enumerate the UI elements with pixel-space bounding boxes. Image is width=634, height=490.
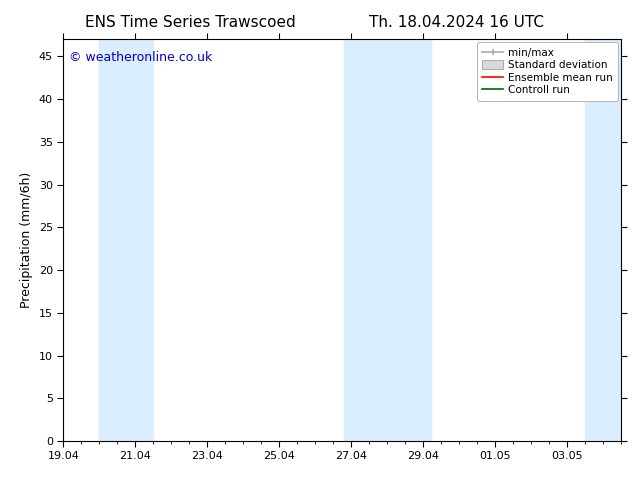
Text: Th. 18.04.2024 16 UTC: Th. 18.04.2024 16 UTC — [369, 15, 544, 30]
Bar — [585, 39, 621, 441]
Text: ENS Time Series Trawscoed: ENS Time Series Trawscoed — [85, 15, 295, 30]
Y-axis label: Precipitation (mm/6h): Precipitation (mm/6h) — [20, 172, 34, 308]
Text: © weatheronline.co.uk: © weatheronline.co.uk — [69, 51, 212, 64]
Legend: min/max, Standard deviation, Ensemble mean run, Controll run: min/max, Standard deviation, Ensemble me… — [477, 42, 618, 100]
Bar — [100, 39, 153, 441]
Bar — [344, 39, 430, 441]
